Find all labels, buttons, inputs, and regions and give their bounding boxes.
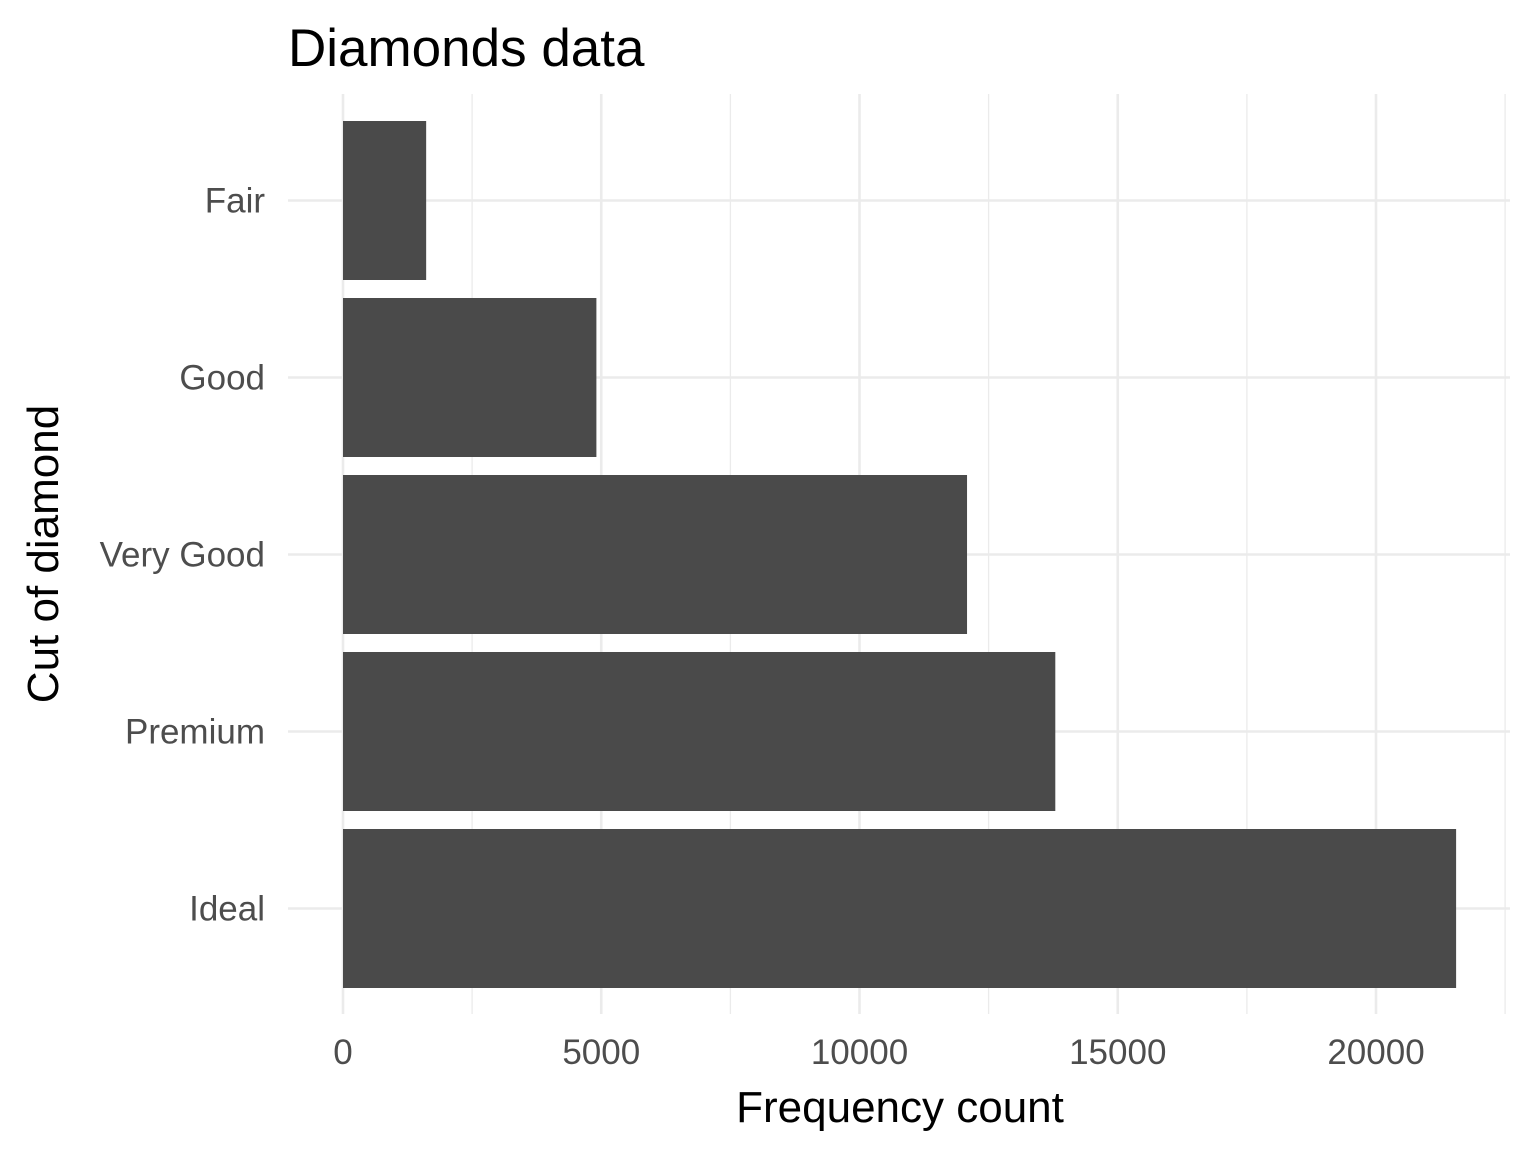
bar-ideal <box>343 829 1457 988</box>
bar-good <box>343 298 597 457</box>
chart-title: Diamonds data <box>288 19 645 78</box>
x-tick-label: 5000 <box>562 1033 640 1072</box>
x-tick-label: 0 <box>333 1033 352 1072</box>
label-layer: Fair Good Very Good Premium Ideal 0 5000 10000 1… <box>100 182 1425 1073</box>
y-tick-label: Ideal <box>189 890 265 929</box>
y-tick-label: Good <box>179 359 265 398</box>
x-tick-label: 15000 <box>1069 1033 1166 1072</box>
x-tick-label: 10000 <box>811 1033 908 1072</box>
bar-layer <box>343 121 1457 988</box>
bar-very-good <box>343 475 968 634</box>
x-axis-title: Frequency count <box>736 1083 1064 1132</box>
y-tick-label: Very Good <box>100 536 265 575</box>
bar-fair <box>343 121 427 280</box>
bar-premium <box>343 652 1056 811</box>
x-tick-label: 20000 <box>1327 1033 1424 1072</box>
y-tick-label: Fair <box>205 182 266 221</box>
y-axis-title: Cut of diamond <box>19 405 68 703</box>
y-tick-label: Premium <box>125 713 265 752</box>
